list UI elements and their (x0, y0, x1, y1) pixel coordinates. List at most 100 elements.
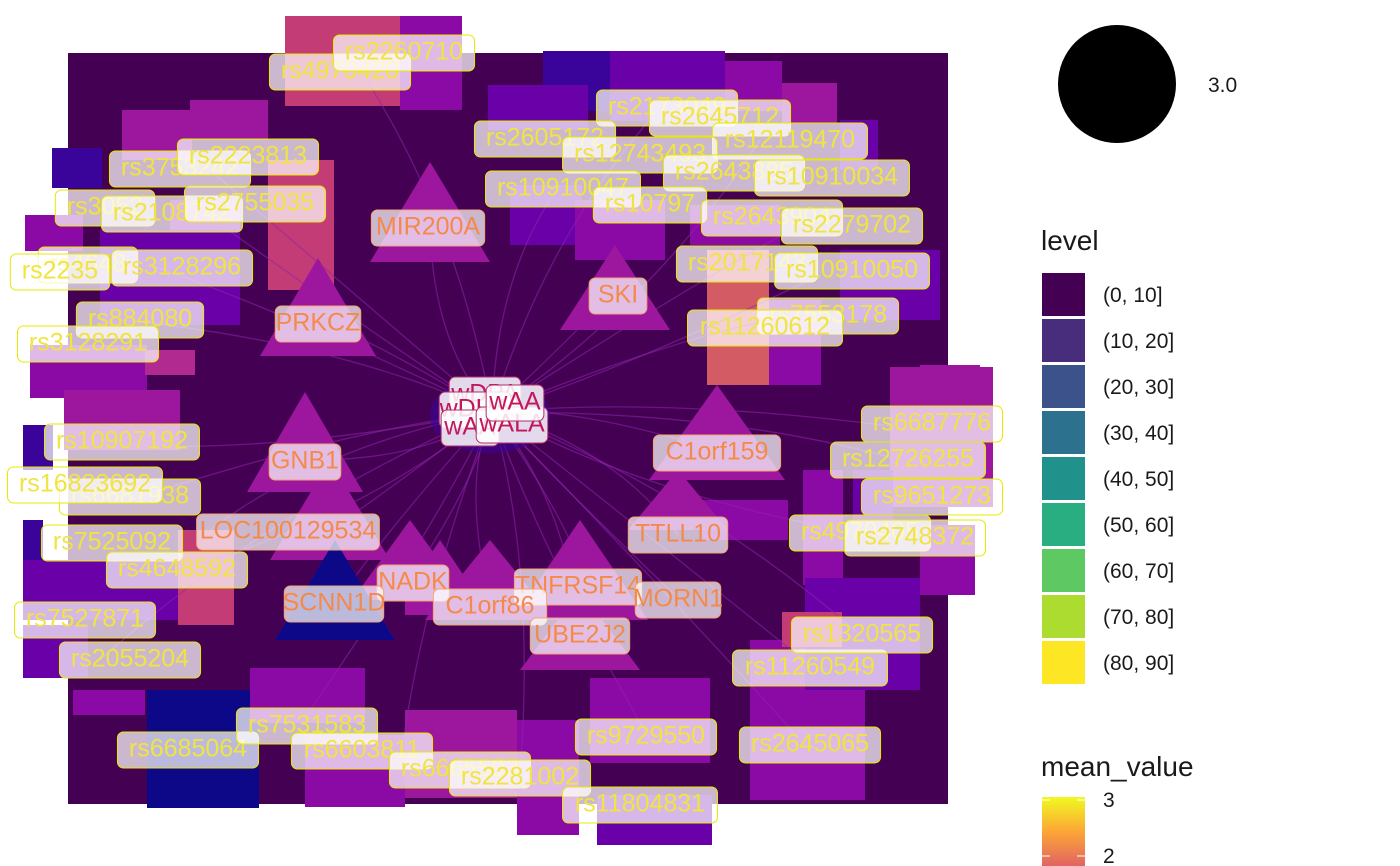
tile (73, 690, 145, 715)
svg-text:MORN1: MORN1 (633, 585, 723, 613)
snp-label: rs11260549 (732, 649, 888, 687)
level-legend-label: (60, 70] (1103, 560, 1174, 583)
svg-text:rs16823692: rs16823692 (19, 470, 151, 498)
tile (190, 100, 268, 140)
svg-text:rs11260612: rs11260612 (700, 313, 830, 341)
svg-text:rs10907192: rs10907192 (56, 427, 188, 455)
snp-label: rs10797 (592, 186, 708, 224)
level-legend-swatch (1042, 365, 1085, 408)
svg-text:rs2055204: rs2055204 (71, 645, 189, 673)
svg-text:rs10910050: rs10910050 (786, 256, 918, 284)
level-legend-swatch (1042, 457, 1085, 500)
svg-text:rs11804831: rs11804831 (575, 790, 705, 818)
svg-text:rs12119470: rs12119470 (725, 126, 855, 154)
tile (23, 520, 43, 560)
size-legend-dot (1058, 25, 1176, 143)
tile (782, 83, 837, 123)
gene-label: NADK (376, 564, 450, 602)
svg-text:rs9729550: rs9729550 (587, 722, 705, 750)
gene-label: SCNN1D (283, 585, 386, 623)
svg-text:SCNN1D: SCNN1D (283, 589, 386, 617)
svg-text:rs11260549: rs11260549 (745, 653, 875, 681)
svg-text:rs2260710: rs2260710 (345, 38, 463, 66)
gene-label: GNB1 (268, 443, 342, 481)
snp-label: rs2055204 (58, 641, 202, 679)
svg-text:C1orf159: C1orf159 (666, 438, 769, 466)
level-legend-label: (10, 20] (1103, 330, 1174, 353)
level-legend-label: (50, 60] (1103, 514, 1174, 537)
mean-value-legend: mean_value 3 2 (1041, 751, 1194, 866)
edge-line (399, 411, 493, 771)
size-legend-value: 3.0 (1208, 74, 1237, 97)
level-legend-label: (70, 80] (1103, 606, 1174, 629)
snp-label: rs7527871 (13, 601, 157, 639)
svg-text:rs10910034: rs10910034 (766, 163, 898, 191)
center-label: wAA (485, 384, 545, 422)
mean-value-tick-label: 3 (1103, 789, 1115, 812)
svg-text:rs2755035: rs2755035 (196, 189, 314, 217)
mean-value-legend-title: mean_value (1041, 751, 1194, 782)
snp-label: rs12119470 (712, 122, 868, 160)
svg-text:rs2281002: rs2281002 (461, 763, 579, 791)
level-legend-label: (80, 90] (1103, 652, 1174, 675)
svg-text:SKI: SKI (598, 281, 638, 309)
level-legend-label: (40, 50] (1103, 468, 1174, 491)
snp-label: rs2645065 (738, 726, 882, 764)
svg-text:rs12726255: rs12726255 (842, 445, 974, 473)
gene-label: MORN1 (633, 581, 723, 619)
snp-label: rs2281002 (448, 759, 592, 797)
svg-text:GNB1: GNB1 (271, 447, 339, 475)
snp-label: rs2223813 (176, 138, 320, 176)
svg-text:wAA: wAA (488, 388, 541, 416)
snp-label: rs10907192 (44, 423, 200, 461)
svg-text:LOC100129534: LOC100129534 (200, 517, 377, 545)
snp-label: rs9729550 (574, 718, 718, 756)
gene-label: MIR200A (370, 209, 486, 247)
snp-label: rs6687776 (860, 405, 1004, 443)
snp-label: rs10910034 (754, 159, 910, 197)
svg-text:UBE2J2: UBE2J2 (534, 621, 626, 649)
svg-text:rs1320565: rs1320565 (803, 620, 921, 648)
snp-label: rs3128291 (16, 325, 160, 363)
svg-text:rs10797: rs10797 (605, 190, 695, 218)
svg-text:rs3128291: rs3128291 (29, 329, 147, 357)
level-legend-swatch (1042, 641, 1085, 684)
svg-text:PRKCZ: PRKCZ (276, 309, 361, 337)
svg-text:rs4648592: rs4648592 (118, 555, 236, 583)
mean-value-tick-label: 2 (1103, 845, 1115, 866)
level-legend-title: level (1041, 225, 1099, 256)
snp-label: rs1320565 (790, 616, 934, 654)
tile (52, 148, 102, 188)
snp-label: rs2235 (9, 253, 111, 291)
svg-text:rs6687776: rs6687776 (873, 409, 991, 437)
level-legend-label: (20, 30] (1103, 376, 1174, 399)
gene-label: TTLL10 (627, 516, 729, 554)
level-legend-label: (30, 40] (1103, 422, 1174, 445)
label-layer: wDPAwDHAwAAwALAwAAMIR200ASKIPRKCZGNB1C1o… (7, 34, 1004, 824)
snp-label: rs6685064 (116, 731, 260, 769)
snp-label: rs4648592 (105, 551, 249, 589)
svg-text:rs9651273: rs9651273 (873, 482, 991, 510)
snp-label: rs12726255 (830, 441, 986, 479)
svg-text:rs2223813: rs2223813 (189, 142, 307, 170)
svg-text:MIR200A: MIR200A (376, 213, 481, 241)
svg-text:rs7527871: rs7527871 (26, 605, 144, 633)
svg-text:rs6685064: rs6685064 (129, 735, 247, 763)
snp-label: rs2755035 (183, 185, 327, 223)
edge-line (491, 224, 801, 413)
snp-label: rs11804831 (562, 786, 718, 824)
level-legend-swatch (1042, 411, 1085, 454)
svg-text:rs7525092: rs7525092 (53, 528, 171, 556)
gene-label: PRKCZ (274, 305, 362, 343)
level-legend-swatch (1042, 549, 1085, 592)
svg-text:rs3128296: rs3128296 (123, 253, 241, 281)
svg-text:rs2279702: rs2279702 (793, 211, 911, 239)
snp-label: rs2279702 (780, 207, 924, 245)
mean-value-colorbar (1042, 797, 1085, 866)
svg-text:C1orf86: C1orf86 (446, 592, 535, 620)
snp-label: rs2748372 (843, 519, 987, 557)
snp-label: rs3128296 (110, 249, 254, 287)
level-legend-swatch (1042, 273, 1085, 316)
level-legend-label: (0, 10] (1103, 284, 1163, 307)
